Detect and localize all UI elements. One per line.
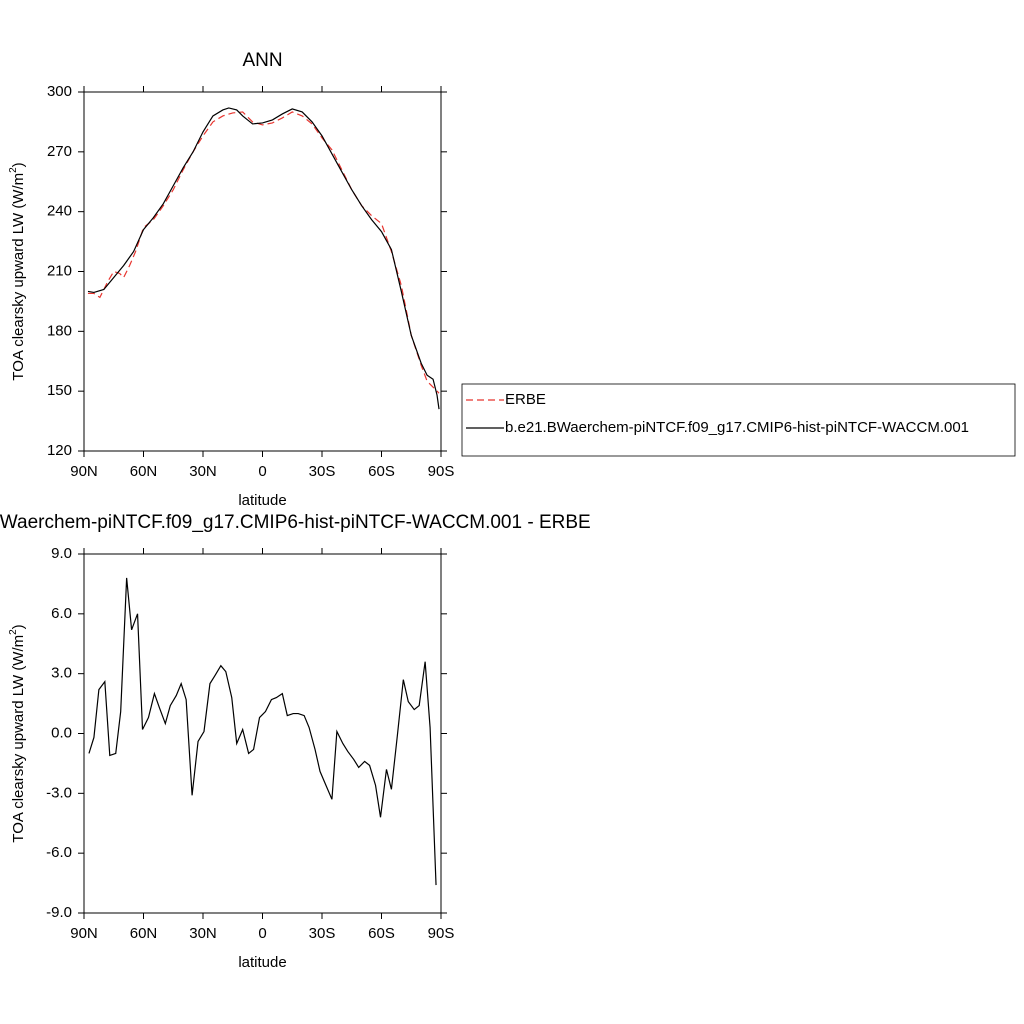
y-axis-label: TOA clearsky upward LW (W/m2) [8, 624, 27, 842]
y-tick-label: 180 [47, 322, 72, 339]
y-axis-label-part: TOA clearsky upward LW (W/m [10, 635, 27, 843]
y-tick-label: 270 [47, 143, 72, 160]
y-axis-label-part: ) [10, 162, 27, 167]
x-axis-label: latitude [238, 492, 286, 509]
x-tick-label: 0 [258, 463, 266, 480]
y-axis-label-part: ) [10, 624, 27, 629]
y-axis-label: TOA clearsky upward LW (W/m2) [8, 162, 27, 380]
x-tick-label: 0 [258, 925, 266, 942]
x-tick-label: 30N [189, 463, 217, 480]
y-tick-label: 9.0 [51, 545, 72, 562]
x-tick-label: 60S [368, 925, 395, 942]
x-tick-label: 60S [368, 463, 395, 480]
plot-frame [83, 553, 442, 914]
x-tick-label: 90S [428, 925, 455, 942]
x-tick-label: 30N [189, 925, 217, 942]
data-line [88, 577, 437, 886]
x-tick-label: 90N [70, 925, 98, 942]
chart-title: ANN [242, 50, 282, 71]
x-tick-label: 60N [130, 463, 158, 480]
data-line [87, 111, 440, 394]
y-tick-label: -9.0 [46, 904, 72, 921]
legend-label: b.e21.BWaerchem-piNTCF.f09_g17.CMIP6-his… [505, 419, 969, 436]
y-tick-label: 210 [47, 262, 72, 279]
legend-box [461, 383, 1016, 457]
data-line [87, 107, 440, 410]
y-tick-label: 150 [47, 382, 72, 399]
y-tick-label: 0.0 [51, 724, 72, 741]
x-tick-label: 30S [309, 925, 336, 942]
y-axis-label-part: 2 [8, 629, 19, 635]
y-tick-label: 240 [47, 203, 72, 220]
x-axis-label: latitude [238, 954, 286, 971]
y-tick-label: -3.0 [46, 784, 72, 801]
y-tick-label: 6.0 [51, 605, 72, 622]
x-tick-label: 90N [70, 463, 98, 480]
x-tick-label: 30S [309, 463, 336, 480]
y-axis-label-part: 2 [8, 167, 19, 173]
y-tick-label: 300 [47, 83, 72, 100]
y-tick-label: 120 [47, 442, 72, 459]
legend-label: ERBE [505, 391, 546, 408]
y-tick-label: 3.0 [51, 665, 72, 682]
x-tick-label: 60N [130, 925, 158, 942]
x-tick-label: 90S [428, 463, 455, 480]
y-tick-label: -6.0 [46, 844, 72, 861]
plot-frame [83, 91, 442, 452]
chart-title: b.e21.BWaerchem-piNTCF.f09_g17.CMIP6-his… [0, 512, 591, 533]
y-axis-label-part: TOA clearsky upward LW (W/m [10, 173, 27, 381]
